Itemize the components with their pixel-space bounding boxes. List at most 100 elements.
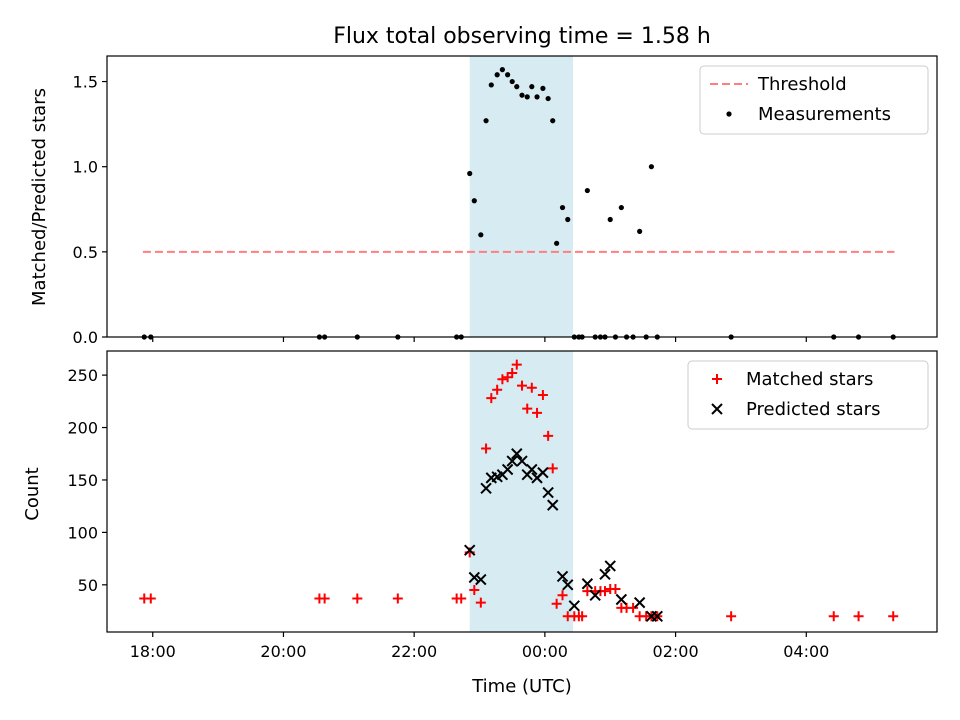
chart-title: Flux total observing time = 1.58 h: [333, 24, 711, 49]
top-panel: 0.0 0.5 1.0 1.5 Threshold Measurements: [73, 55, 938, 347]
measurement-point: [471, 198, 477, 204]
x-tick-label: 20:00: [260, 642, 306, 661]
legend-measurements-swatch: [726, 111, 732, 117]
matched-stars-point: [517, 380, 527, 391]
legend-threshold-label: Threshold: [757, 74, 847, 95]
predicted-stars-point: [556, 570, 569, 583]
measurement-point: [488, 82, 494, 88]
x-tick-label: 18:00: [130, 642, 176, 661]
predicted-stars-point: [506, 455, 518, 467]
top-y-tick-label: 1.0: [73, 158, 98, 177]
top-y-tick-label: 1.5: [73, 73, 98, 92]
x-tick-label: 02:00: [653, 642, 699, 661]
matched-stars-point: [532, 407, 543, 418]
predicted-stars-point: [464, 544, 476, 556]
legend-measurements-label: Measurements: [758, 104, 891, 125]
predicted-stars-point: [604, 560, 616, 572]
matched-stars-point: [600, 586, 610, 597]
predicted-stars-point: [511, 448, 523, 460]
measurement-point: [584, 187, 590, 194]
x-axis-label: Time (UTC): [471, 676, 572, 697]
matched-stars-point: [511, 359, 522, 370]
matched-stars-point: [828, 611, 839, 622]
measurement-point: [554, 240, 560, 246]
bottom-panel: 50 100 150 200 250 18:00 20:00 22:00 00:00 02:00 0…: [67, 350, 938, 661]
predicted-stars-point: [475, 573, 487, 586]
bottom-legend-box: [687, 360, 929, 430]
measurement-point: [550, 118, 556, 124]
top-y-tick-label: 0.0: [73, 328, 98, 347]
bottom-y-tick-label: 200: [67, 419, 98, 438]
matched-stars-point: [853, 611, 864, 622]
matched-stars-point: [577, 611, 588, 622]
matched-stars-point: [352, 593, 363, 604]
measurement-point: [478, 232, 484, 238]
measurement-point: [519, 92, 525, 98]
legend-predicted-stars-label: Predicted stars: [746, 399, 880, 420]
measurement-point: [494, 72, 500, 78]
predicted-stars-point: [633, 596, 646, 609]
bottom-y-tick-label: 150: [67, 471, 98, 490]
top-observing-window-span: [469, 56, 573, 337]
top-y-tick-label: 0.5: [73, 243, 98, 262]
measurement-point: [540, 85, 546, 91]
matched-stars-point: [610, 584, 621, 595]
predicted-stars-point: [599, 568, 611, 581]
measurement-point: [499, 67, 505, 73]
top-axes-frame: [106, 55, 938, 338]
top-legend-box: [699, 65, 929, 135]
matched-stars-point: [469, 585, 480, 596]
measurement-point: [514, 84, 520, 90]
bottom-y-tick-label: 250: [67, 366, 98, 385]
measurement-point: [483, 118, 489, 124]
matched-stars-point: [392, 593, 403, 604]
predicted-stars-point: [581, 578, 594, 590]
bottom-axes-frame: [106, 350, 938, 633]
measurement-point: [559, 204, 566, 211]
predicted-stars-point: [568, 600, 580, 612]
predicted-stars-point: [547, 499, 559, 511]
matched-stars-point: [526, 382, 537, 393]
bottom-observing-window-span: [469, 351, 573, 632]
matched-stars-point: [497, 374, 508, 385]
matched-stars-point: [522, 403, 533, 414]
top-y-axis-label: Matched/Predicted stars: [29, 88, 50, 306]
predicted-stars-point: [615, 593, 628, 606]
measurement-point: [545, 95, 551, 102]
matched-stars-point: [888, 611, 899, 622]
bottom-y-axis-label: Count: [22, 467, 43, 520]
matched-stars-point: [145, 593, 156, 604]
predicted-stars-point: [526, 463, 538, 476]
measurement-point: [529, 84, 535, 90]
legend-predicted-stars-swatch: [711, 403, 723, 415]
predicted-stars-point: [542, 486, 554, 499]
measurement-point: [618, 204, 624, 211]
measurement-point: [607, 216, 613, 223]
predicted-stars-point: [480, 482, 492, 495]
legend-matched-stars-swatch: [712, 374, 722, 384]
x-tick-label: 22:00: [391, 642, 437, 661]
matched-stars-point: [557, 590, 568, 601]
measurement-point: [509, 78, 515, 85]
legend-matched-stars-label: Matched stars: [746, 369, 873, 390]
matched-stars-point: [726, 611, 737, 622]
matched-stars-point: [507, 368, 518, 379]
matched-stars-point: [486, 393, 497, 404]
matched-stars-point: [456, 593, 467, 604]
predicted-stars-point: [651, 610, 663, 622]
measurement-point: [534, 94, 540, 100]
predicted-stars-point: [468, 571, 480, 584]
predicted-stars-point: [501, 463, 514, 476]
predicted-stars-point: [589, 589, 601, 602]
predicted-stars-point: [562, 579, 574, 591]
measurement-point: [524, 94, 530, 100]
x-tick-label: 04:00: [783, 642, 829, 661]
predicted-stars-point: [516, 455, 528, 467]
predicted-stars-point: [537, 466, 549, 479]
matched-stars-point: [547, 463, 558, 474]
matched-stars-point: [492, 384, 503, 395]
measurement-point: [505, 72, 511, 78]
matched-stars-point: [319, 593, 330, 604]
matched-stars-point: [537, 390, 548, 401]
